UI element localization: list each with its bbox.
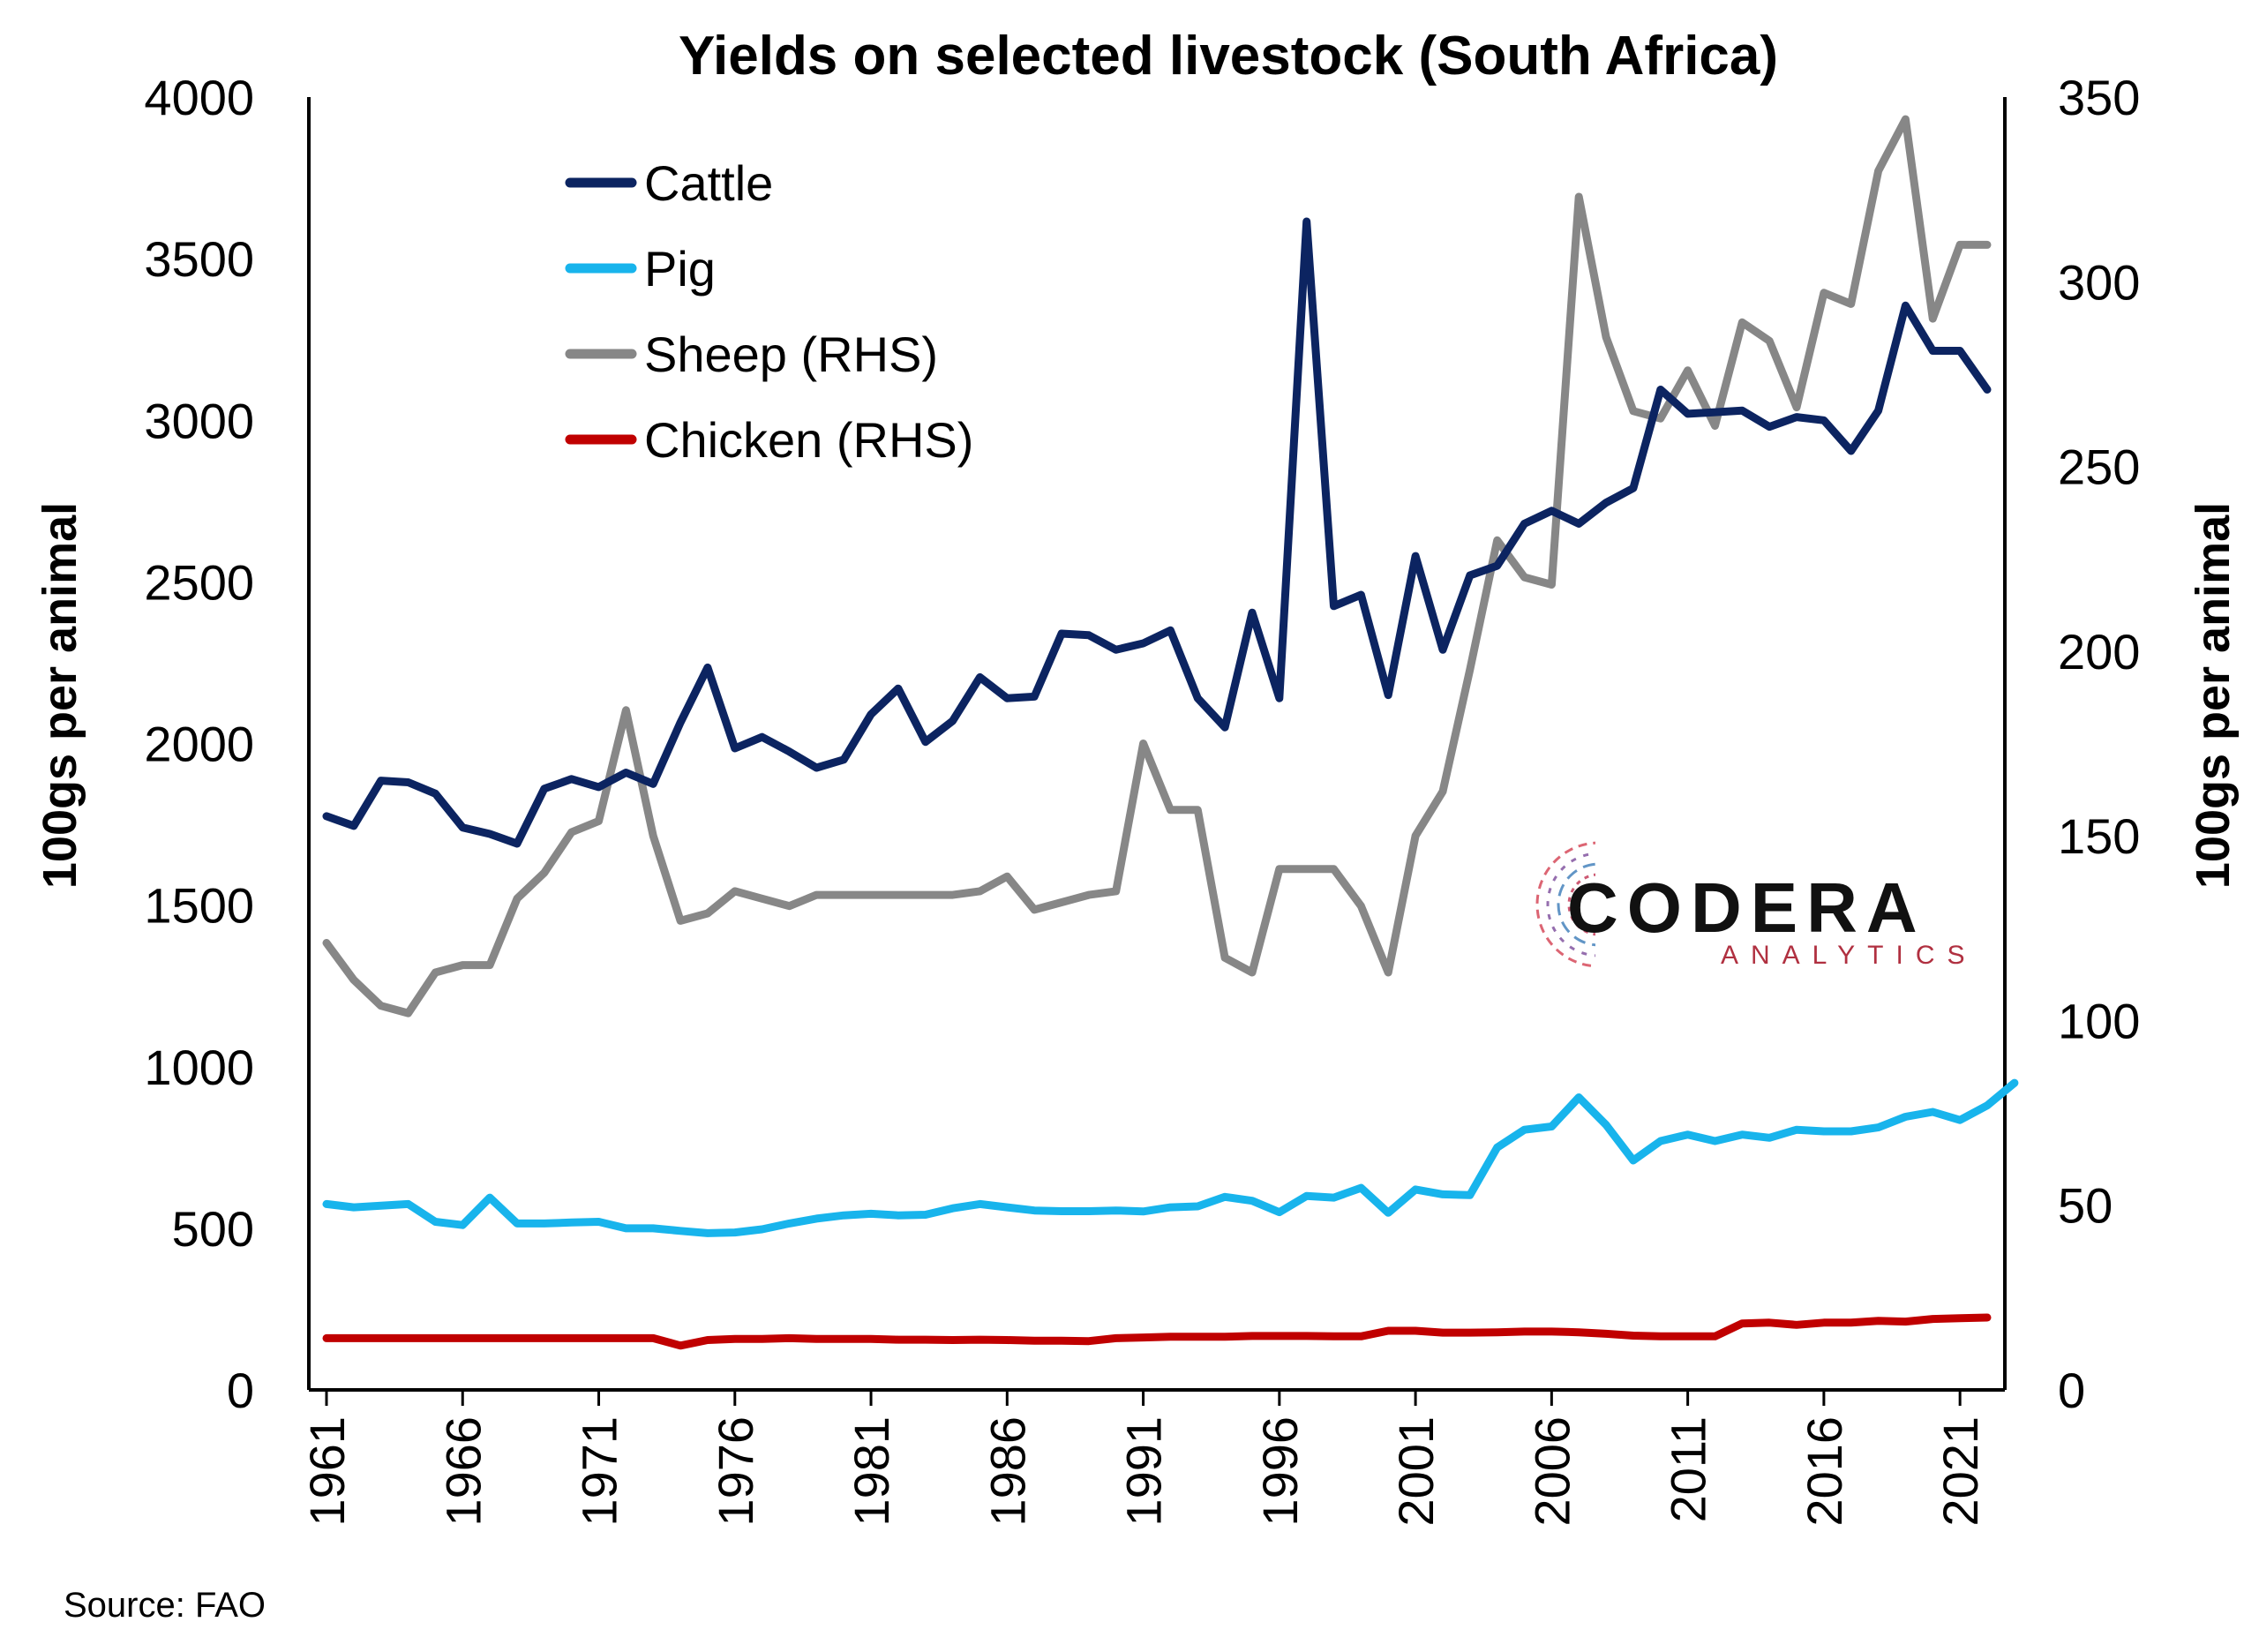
y-tick-right-label: 350	[2058, 70, 2140, 125]
y-axis-right-ticks: 0 50 100 150 200 250 300 350	[2058, 70, 2140, 1418]
x-tick-label: 2011	[1661, 1416, 1716, 1522]
x-tick-label: 1981	[844, 1416, 899, 1527]
y-tick-left-label: 500	[172, 1201, 254, 1257]
x-tick-label: 2001	[1388, 1416, 1444, 1527]
axes	[307, 97, 2007, 1392]
y-tick-left-label: 1000	[144, 1040, 254, 1095]
y-axis-left-ticks: 0 500 1000 1500 2000 2500 3000 3500 4000	[144, 70, 254, 1418]
y-tick-left-label: 2000	[144, 717, 254, 772]
series-layer	[322, 115, 2019, 1350]
legend-label: Cattle	[644, 155, 773, 211]
x-tick-label: 1996	[1252, 1416, 1308, 1527]
x-tick-label: 2021	[1933, 1416, 1988, 1527]
source-note: Source: FAO	[64, 1586, 266, 1625]
y-axis-left-title: 100gs per animal	[34, 502, 86, 889]
x-tick-label: 1991	[1116, 1416, 1172, 1527]
y-tick-right-label: 200	[2058, 624, 2140, 680]
codera-logo: CODERA ANALYTICS	[1535, 832, 1978, 977]
x-tick-label: 2006	[1524, 1416, 1580, 1527]
legend: Cattle Pig Sheep (RHS) Chicken (RHS)	[565, 155, 973, 468]
chart-title: Yields on selected livestock (South Afri…	[679, 26, 1778, 86]
y-tick-left-label: 1500	[144, 878, 254, 934]
y-tick-left-label: 2500	[144, 554, 254, 610]
y-tick-left-label: 4000	[144, 70, 254, 125]
logo-tagline: ANALYTICS	[1721, 941, 1978, 970]
series-line-chicken-rhs	[322, 1313, 1992, 1350]
y-tick-right-label: 100	[2058, 993, 2140, 1048]
logo-wordmark: CODERA	[1567, 868, 1926, 947]
legend-label: Sheep (RHS)	[644, 327, 938, 382]
series-line-sheep-rhs	[322, 115, 1992, 1017]
x-tick-label: 1971	[572, 1416, 627, 1527]
y-tick-left-label: 3500	[144, 231, 254, 287]
x-tick-label: 1976	[708, 1416, 763, 1527]
y-tick-right-label: 50	[2058, 1178, 2113, 1234]
circuit-circle-icon	[1535, 832, 1675, 977]
legend-label: Chicken (RHS)	[644, 412, 973, 468]
y-tick-right-label: 150	[2058, 808, 2140, 864]
y-axis-right-title: 100gs per animal	[2187, 502, 2240, 889]
y-tick-left-label: 3000	[144, 393, 254, 448]
y-tick-left-label: 0	[227, 1363, 254, 1418]
x-tick-label: 1966	[435, 1416, 491, 1527]
x-tick-label: 1961	[299, 1416, 355, 1527]
y-tick-right-label: 250	[2058, 439, 2140, 495]
y-tick-right-label: 300	[2058, 254, 2140, 310]
x-tick-label: 1986	[979, 1416, 1035, 1527]
series-line-pig	[322, 1078, 2019, 1237]
x-axis-ticks: 1961 1966 1971 1976 1981 1986 1991 1996 2001 2006…	[299, 1390, 1988, 1527]
x-tick-label: 2016	[1797, 1416, 1852, 1527]
series-line-cattle	[322, 217, 1992, 848]
y-tick-right-label: 0	[2058, 1363, 2085, 1418]
legend-label: Pig	[644, 241, 716, 297]
